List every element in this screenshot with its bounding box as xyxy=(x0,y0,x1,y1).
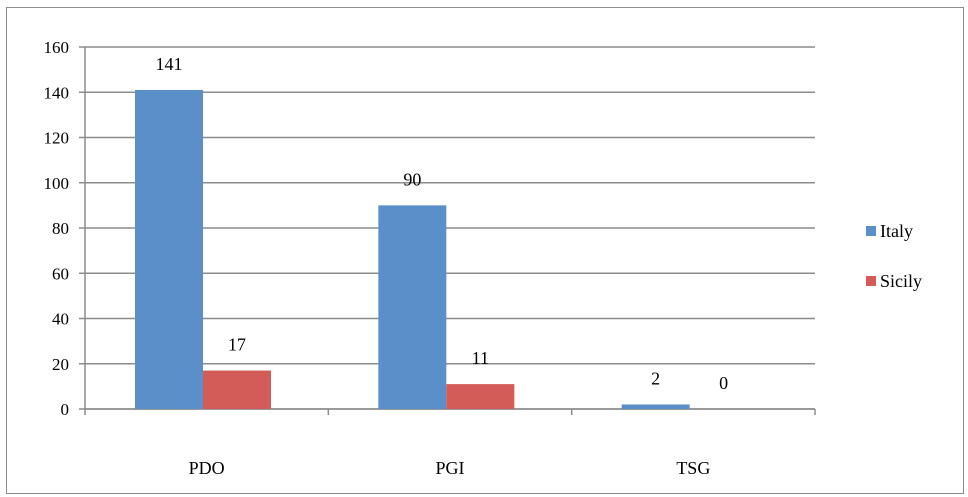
bar-sicily-pdo xyxy=(203,370,271,409)
legend-swatch-sicily xyxy=(866,276,876,286)
data-label-italy-pdo: 141 xyxy=(156,54,183,74)
y-tick-label: 0 xyxy=(61,400,70,419)
legend-label-italy: Italy xyxy=(880,221,913,241)
y-tick-label: 140 xyxy=(44,83,70,102)
y-tick-label: 100 xyxy=(44,174,70,193)
x-category-label: PGI xyxy=(435,458,464,478)
data-label-sicily-pdo: 17 xyxy=(228,335,246,355)
y-tick-label: 40 xyxy=(52,310,69,329)
data-label-sicily-pgi: 11 xyxy=(472,348,489,368)
y-tick-label: 120 xyxy=(44,129,70,148)
legend-swatch-italy xyxy=(866,226,876,236)
data-label-italy-pgi: 90 xyxy=(403,169,421,189)
bar-italy-pgi xyxy=(378,205,447,409)
x-category-label: PDO xyxy=(189,458,225,478)
y-tick-label: 160 xyxy=(44,38,70,57)
y-tick-label: 80 xyxy=(52,219,69,238)
bar-sicily-pgi xyxy=(446,384,515,409)
y-tick-label: 60 xyxy=(52,264,69,283)
bar-italy-pdo xyxy=(135,89,203,410)
data-label-italy-tsg: 2 xyxy=(651,368,660,388)
x-category-label: TSG xyxy=(676,458,710,478)
bar-italy-tsg xyxy=(621,404,690,409)
data-label-sicily-tsg: 0 xyxy=(719,373,728,393)
y-tick-label: 20 xyxy=(52,355,69,374)
legend-label-sicily: Sicily xyxy=(880,271,922,291)
